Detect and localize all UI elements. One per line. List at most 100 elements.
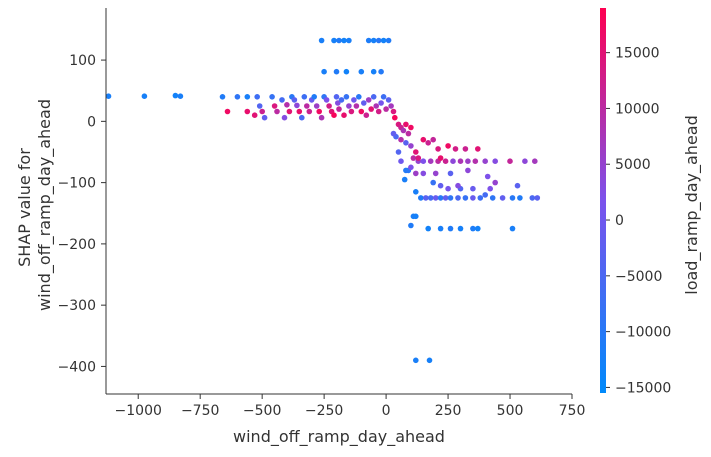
scatter-point [351,97,357,103]
colorbar-tick-label: 5000 [615,157,651,173]
scatter-point [299,114,305,121]
scatter-point [346,37,352,44]
scatter-point [375,37,382,44]
scatter-point [470,195,476,201]
scatter-point [398,136,404,143]
scatter-point [335,100,341,106]
scatter-point [296,108,303,115]
scatter-point [251,112,258,118]
scatter-point [341,112,347,118]
scatter-point [284,102,290,108]
scatter-point [254,94,260,100]
scatter-point [105,93,112,99]
scatter-point [380,37,387,44]
scatter-point [457,225,464,232]
colorbar-tick-label: 0 [615,213,624,229]
scatter-point [415,155,422,161]
scatter-point [413,170,419,177]
scatter-point [274,108,280,115]
scatter-point [413,149,419,155]
scatter-point [430,179,437,186]
scatter-point [482,192,489,198]
scatter-point [395,149,402,155]
scatter-point [370,68,377,75]
scatter-point [514,182,521,189]
scatter-point [373,103,380,109]
scatter-point [420,170,427,177]
scatter-point [420,136,427,143]
colorbar-label: load_ramp_day_ahead [682,115,702,295]
x-tick-label: −1000 [115,403,162,419]
scatter-point [358,108,365,115]
scatter-point [442,195,449,201]
y-tick-label: −100 [58,176,96,192]
scatter-point [472,158,479,164]
x-tick-label: −250 [305,403,343,419]
scatter-point [378,68,384,75]
x-tick-label: −500 [243,403,281,419]
y-axis-label-line1: SHAP value for [15,148,34,267]
scatter-point [390,130,397,137]
scatter-point [477,195,484,201]
scatter-point [447,195,454,201]
scatter-point [141,93,148,99]
scatter-point [370,94,377,100]
scatter-point [365,97,372,103]
scatter-point [432,170,439,177]
scatter-point [482,158,489,164]
scatter-point [177,93,184,99]
scatter-point [390,108,397,115]
scatter-point [318,37,325,44]
scatter-point [447,225,454,232]
scatter-point [286,108,293,115]
scatter-point [269,94,275,100]
scatter-point [462,146,469,152]
scatter-point [333,94,340,100]
scatter-point [361,100,367,106]
colorbar-tick-label: −5000 [615,269,662,285]
scatter-point [301,94,308,100]
scatter-point [408,222,414,229]
colorbar-tick-label: −10000 [615,325,671,341]
scatter-point [470,185,476,192]
scatter-point [261,114,268,121]
x-tick-label: −750 [181,403,219,419]
scatter-point [331,37,337,44]
colorbar-tick-label: 10000 [615,101,660,117]
scatter-point [450,158,456,164]
scatter-point [532,158,538,164]
scatter-point [370,37,377,44]
scatter-point [475,225,481,232]
scatter-point [534,195,541,201]
scatter-point [343,68,350,75]
x-tick-label: 500 [497,403,524,419]
scatter-point [452,146,459,152]
scatter-point [341,37,347,44]
scatter-point [437,182,444,189]
scatter-point [375,108,382,115]
x-tick-label: 250 [435,403,462,419]
scatter-point [311,94,318,100]
scatter-point [313,103,320,109]
x-axis-label: wind_off_ramp_day_ahead [233,427,445,447]
scatter-point [256,103,263,109]
scatter-point [383,106,389,112]
scatter-point [408,164,414,171]
scatter-point [403,121,409,128]
scatter-point [499,195,506,201]
colorbar-tick-label: 15000 [615,46,660,62]
scatter-point [484,173,491,180]
scatter-point [418,195,424,201]
scatter-point [470,225,476,232]
scatter-point [363,112,370,118]
y-axis-label-line2: wind_off_ramp_day_ahead [35,99,55,311]
scatter-point [348,108,355,115]
scatter-points [105,37,541,364]
scatter-point [465,158,471,164]
y-tick-label: −400 [58,359,96,375]
scatter-point [346,103,352,109]
scatter-point [353,103,360,109]
scatter-point [475,146,481,152]
scatter-point [430,136,437,143]
